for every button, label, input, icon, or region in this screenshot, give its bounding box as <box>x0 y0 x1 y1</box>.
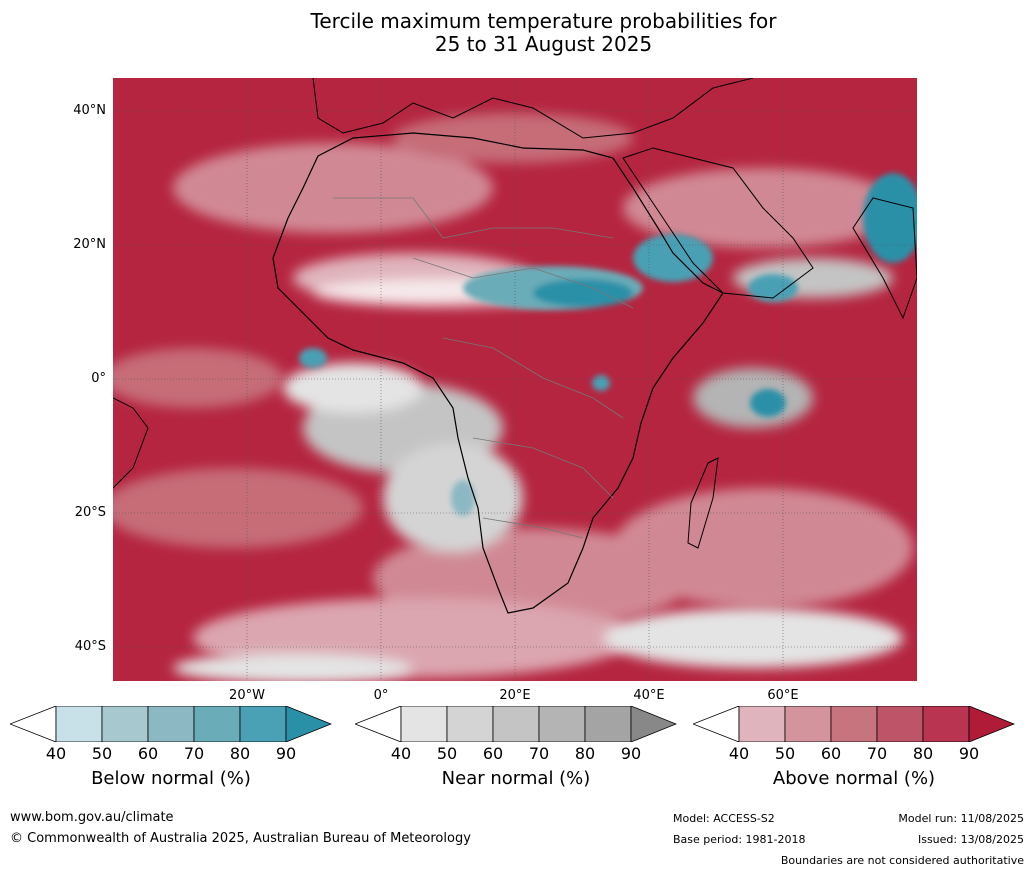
lat-label-20s: 20°S <box>74 505 106 520</box>
cb1-tick-70: 70 <box>183 744 205 763</box>
colorbar-0-swatch-0 <box>10 706 57 742</box>
colorbar-2-swatch-3 <box>830 706 878 742</box>
cb2-tick-90: 90 <box>620 744 642 763</box>
cb3-tick-80: 80 <box>912 744 934 763</box>
colorbar-1-swatch-6 <box>630 706 677 742</box>
colorbar-1-swatch-3 <box>492 706 540 742</box>
cb3-tick-40: 40 <box>728 744 750 763</box>
colorbar-below-normal <box>10 706 332 742</box>
map-field <box>113 78 917 681</box>
lon-label-20w: 20°W <box>229 688 265 703</box>
map-title: Tercile maximum temperature probabilitie… <box>0 10 1035 56</box>
issued-text: Issued: 13/08/2025 <box>917 833 1024 846</box>
lon-label-0: 0° <box>373 688 389 703</box>
colorbar-2-swatch-2 <box>784 706 832 742</box>
cb3-tick-50: 50 <box>774 744 796 763</box>
title-line-2: 25 to 31 August 2025 <box>434 32 653 56</box>
model-run-text: Model run: 11/08/2025 <box>898 812 1024 825</box>
colorbar-2-swatch-0 <box>693 706 740 742</box>
colorbar-2-swatch-1 <box>738 706 786 742</box>
cb3-tick-60: 60 <box>820 744 842 763</box>
colorbar-near-label: Near normal (%) <box>441 768 591 789</box>
cb3-tick-70: 70 <box>866 744 888 763</box>
cb2-tick-60: 60 <box>482 744 504 763</box>
title-line-1: Tercile maximum temperature probabilitie… <box>310 9 777 33</box>
colorbar-0-swatch-3 <box>147 706 195 742</box>
colorbar-2-swatch-4 <box>876 706 924 742</box>
lat-label-20n: 20°N <box>73 237 106 252</box>
lon-label-40e: 40°E <box>633 688 665 703</box>
cb2-tick-40: 40 <box>390 744 412 763</box>
colorbar-1-swatch-1 <box>400 706 448 742</box>
colorbar-0-swatch-1 <box>55 706 103 742</box>
base-period-text: Base period: 1981-2018 <box>673 833 806 846</box>
colorbar-1-swatch-2 <box>446 706 494 742</box>
colorbar-0-swatch-4 <box>193 706 241 742</box>
probability-map <box>113 78 917 681</box>
colorbar-1-swatch-0 <box>355 706 402 742</box>
model-text: Model: ACCESS-S2 <box>673 812 775 825</box>
lon-label-60e: 60°E <box>767 688 799 703</box>
cb2-tick-80: 80 <box>574 744 596 763</box>
colorbar-2-swatch-6 <box>968 706 1015 742</box>
colorbar-0-swatch-2 <box>101 706 149 742</box>
cb3-tick-90: 90 <box>958 744 980 763</box>
colorbar-2-swatch-5 <box>922 706 970 742</box>
cb2-tick-50: 50 <box>436 744 458 763</box>
disclaimer-text: Boundaries are not considered authoritat… <box>780 854 1024 867</box>
colorbar-near-normal <box>355 706 677 742</box>
colorbar-1-swatch-5 <box>584 706 632 742</box>
colorbar-0-swatch-5 <box>239 706 287 742</box>
colorbar-below-label: Below normal (%) <box>91 768 251 789</box>
lat-label-40n: 40°N <box>73 103 106 118</box>
cb1-tick-80: 80 <box>229 744 251 763</box>
colorbar-above-label: Above normal (%) <box>772 768 936 789</box>
website-link[interactable]: www.bom.gov.au/climate <box>10 810 174 825</box>
colorbar-0-swatch-6 <box>285 706 332 742</box>
lat-label-0: 0° <box>91 371 106 386</box>
cb1-tick-40: 40 <box>45 744 67 763</box>
cb2-tick-70: 70 <box>528 744 550 763</box>
copyright-text: © Commonwealth of Australia 2025, Austra… <box>10 831 471 846</box>
colorbar-1-swatch-4 <box>538 706 586 742</box>
cb1-tick-90: 90 <box>275 744 297 763</box>
colorbar-above-normal <box>693 706 1015 742</box>
lon-label-20e: 20°E <box>499 688 531 703</box>
cb1-tick-50: 50 <box>91 744 113 763</box>
cb1-tick-60: 60 <box>137 744 159 763</box>
lat-label-40s: 40°S <box>74 639 106 654</box>
